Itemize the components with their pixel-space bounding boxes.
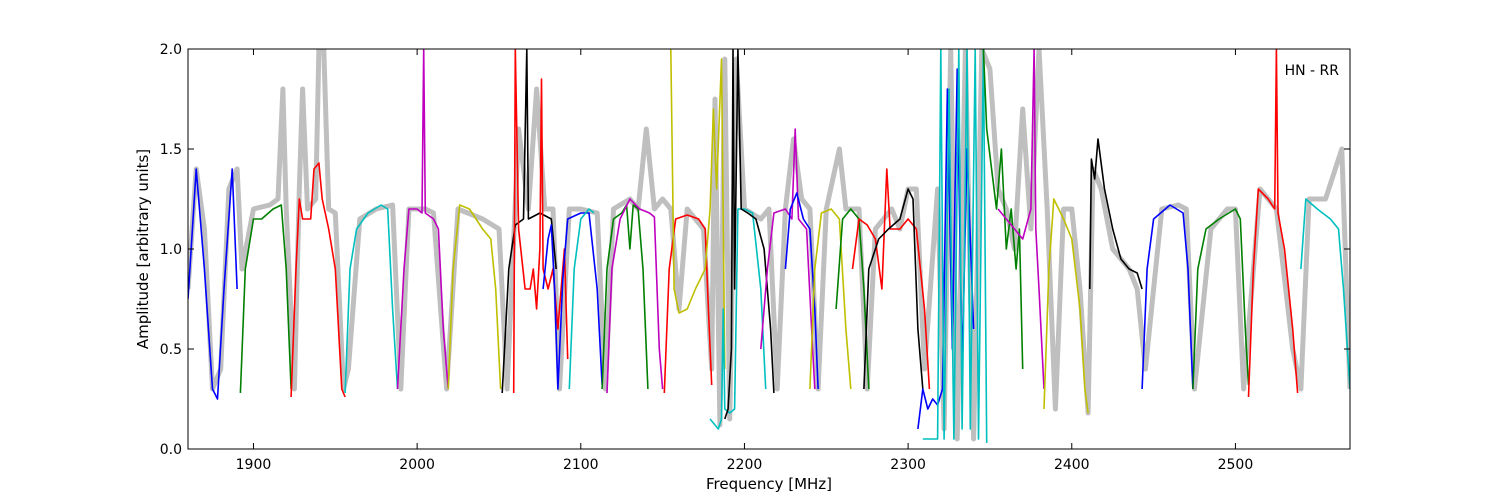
series-line-7 (512, 49, 569, 394)
series-line-2 (290, 162, 346, 398)
x-tick-label: 2400 (1054, 457, 1090, 473)
series-line-28 (1141, 204, 1194, 390)
series-line-10 (601, 204, 649, 390)
series-line-15 (724, 49, 775, 420)
y-tick-label: 0.0 (160, 442, 182, 458)
plot-area (188, 49, 1350, 444)
series-line-23 (922, 49, 988, 444)
series-line-26 (1043, 198, 1089, 414)
series-line-1 (239, 204, 292, 394)
x-tick-label: 1900 (236, 457, 272, 473)
series-line-11 (606, 198, 664, 394)
x-axis-label: Frequency [MHz] (706, 475, 832, 493)
series-line-5 (447, 204, 502, 390)
series-line-27 (1089, 138, 1143, 290)
y-axis-label: Amplitude [arbitrary units] (134, 149, 152, 349)
x-tick-label: 2100 (563, 457, 599, 473)
x-tick-label: 2000 (399, 457, 435, 473)
y-tick-label: 1.5 (160, 142, 182, 158)
series-line-9 (568, 208, 595, 390)
series-line-29 (1192, 208, 1250, 390)
series-line-3 (344, 204, 399, 394)
x-tick-label: 2500 (1218, 457, 1254, 473)
axes: 1900 2000 2100 2200 2300 2400 2500 0.0 0.5 1.0 1.5… (160, 42, 1350, 473)
series-line-13 (670, 49, 726, 370)
series-line-6 (501, 49, 557, 394)
series-line-25 (997, 49, 1045, 390)
series-line-4 (396, 49, 449, 390)
plot-frame (187, 48, 1351, 450)
series-line-20 (851, 168, 931, 390)
series-line-19 (835, 208, 870, 390)
x-tick-label: 2200 (727, 457, 763, 473)
series-line-14 (709, 208, 767, 430)
series-line-18 (809, 208, 852, 390)
y-tick-label: 0.5 (160, 342, 182, 358)
series-line-17 (784, 192, 819, 390)
y-tick-label: 1.0 (160, 242, 182, 258)
series-line-31 (1300, 198, 1350, 390)
series-line-30 (1247, 49, 1299, 398)
series-line-21 (863, 188, 924, 390)
series-line-12 (663, 214, 713, 394)
series-line-0 (188, 168, 238, 400)
series-line-24 (982, 49, 1024, 370)
series-line-16 (760, 128, 816, 390)
x-tick-label: 2300 (890, 457, 926, 473)
series-line-8 (542, 212, 603, 390)
chart-annotation: HN - RR (1285, 63, 1340, 79)
y-tick-label: 2.0 (160, 42, 182, 58)
